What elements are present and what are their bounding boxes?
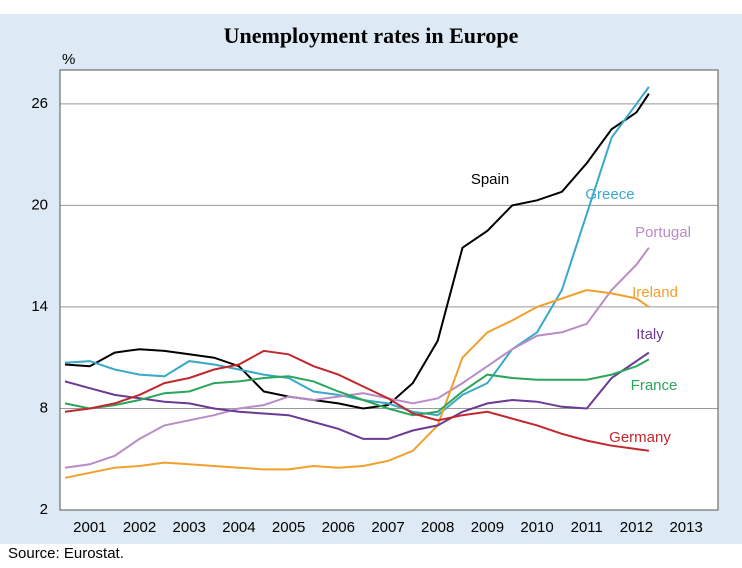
x-tick-label: 2010 <box>520 519 553 536</box>
y-unit: % <box>62 51 75 68</box>
y-tick-label: 14 <box>31 298 48 315</box>
series-label: Italy <box>636 326 664 343</box>
series-label: Portugal <box>635 224 691 241</box>
x-tick-label: 2006 <box>322 519 355 536</box>
series-label: France <box>631 377 678 394</box>
y-tick-label: 26 <box>31 95 48 112</box>
x-tick-label: 2012 <box>620 519 653 536</box>
series-line <box>64 349 650 452</box>
x-tick-label: 2011 <box>571 519 603 536</box>
series-label: Greece <box>585 186 634 203</box>
series-line <box>64 351 650 440</box>
y-tick-label: 8 <box>40 399 48 416</box>
x-tick-label: 2001 <box>73 519 106 536</box>
x-tick-label: 2007 <box>371 519 404 536</box>
x-tick-label: 2013 <box>669 519 702 536</box>
y-tick-label: 2 <box>40 501 48 518</box>
chart-title: Unemployment rates in Europe <box>224 23 519 48</box>
x-tick-label: 2005 <box>272 519 305 536</box>
series-label: Spain <box>471 171 509 188</box>
x-tick-label: 2003 <box>173 519 206 536</box>
x-tick-label: 2002 <box>123 519 156 536</box>
series-label: Ireland <box>632 284 678 301</box>
x-tick-label: 2008 <box>421 519 454 536</box>
series-line <box>64 288 650 479</box>
x-tick-label: 2009 <box>471 519 504 536</box>
plot-frame <box>59 69 719 511</box>
source: Source: Eurostat. <box>8 545 124 562</box>
y-tick-label: 20 <box>31 196 48 213</box>
plot-area <box>60 70 718 510</box>
series-line <box>64 247 650 469</box>
series-line <box>64 93 650 410</box>
series-line <box>64 358 650 417</box>
x-tick-label: 2004 <box>222 519 255 536</box>
series-label: Germany <box>609 429 671 446</box>
